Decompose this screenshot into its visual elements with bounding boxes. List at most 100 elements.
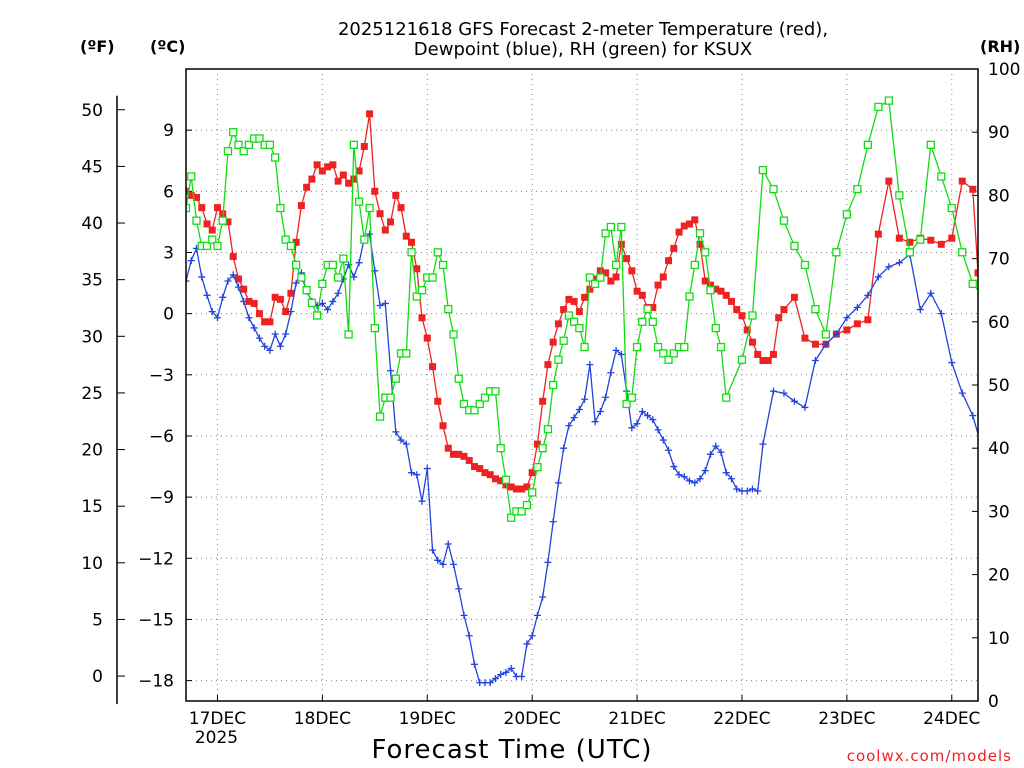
rh-tick-label: 30 — [988, 502, 1010, 522]
dewpoint-point — [381, 299, 389, 307]
dewpoint-point — [502, 668, 510, 676]
2-meter-temperature-point — [801, 334, 809, 342]
2-meter-temperature-point — [486, 471, 494, 479]
dewpoint-point — [402, 440, 410, 448]
dewpoint-point — [497, 670, 505, 678]
dewpoint-point — [213, 314, 221, 322]
2-meter-temperature-point — [544, 361, 552, 369]
rh-point — [695, 229, 705, 238]
2-meter-temperature-point — [518, 485, 526, 493]
rh-point — [800, 260, 810, 270]
dewpoint-point — [659, 436, 667, 444]
2-meter-temperature-point — [764, 357, 772, 365]
2-meter-temperature-point — [570, 297, 578, 305]
2-meter-temperature-point — [680, 222, 688, 230]
rh-tick-label: 10 — [988, 629, 1010, 649]
dewpoint-point — [591, 418, 599, 426]
rh-point — [208, 235, 217, 244]
2-meter-temperature-point — [775, 314, 783, 322]
rh-point — [417, 286, 427, 295]
dewpoint-point — [748, 485, 756, 493]
rh-point — [947, 203, 956, 213]
2-meter-temperature-point — [602, 269, 610, 277]
2-meter-temperature-point — [476, 465, 484, 473]
2-meter-temperature-point — [512, 485, 520, 493]
2-meter-temperature-point — [282, 308, 290, 316]
dewpoint-point — [822, 340, 830, 348]
dewpoint-point — [754, 487, 762, 495]
2-meter-temperature-point — [769, 350, 777, 358]
2-meter-temperature-point — [439, 422, 447, 430]
dewpoint-point — [282, 330, 290, 338]
dewpoint-point — [208, 308, 216, 316]
2-meter-temperature-point — [654, 281, 662, 289]
dewpoint-point — [853, 304, 861, 312]
2-meter-temperature-point — [701, 277, 709, 285]
2-meter-temperature-point — [780, 306, 788, 314]
2-meter-temperature-point — [334, 177, 342, 185]
source-credit: coolwx.com/models — [847, 747, 1012, 765]
rh-point — [884, 96, 893, 105]
2-meter-temperature-point — [638, 291, 646, 299]
rh-point — [564, 311, 574, 320]
2-meter-temperature-point — [240, 285, 248, 293]
rh-point — [480, 393, 490, 402]
2-meter-temperature-point — [507, 483, 515, 491]
2-meter-temperature-point — [192, 193, 200, 201]
fahrenheit-tick-label: 50 — [81, 101, 103, 121]
2-meter-temperature-point — [402, 232, 410, 240]
rh-point — [980, 293, 987, 300]
2-meter-temperature-point — [539, 397, 547, 405]
2-meter-temperature-point — [360, 142, 368, 150]
dewpoint-point — [843, 314, 851, 322]
2-meter-temperature-point — [292, 238, 300, 246]
dewpoint-point — [255, 334, 263, 342]
2-meter-temperature-point — [528, 469, 536, 477]
dewpoint-point — [581, 395, 589, 403]
2-meter-temperature-point — [864, 316, 872, 324]
rh-point — [916, 235, 925, 244]
dewpoint-point — [507, 664, 515, 672]
dewpoint-point — [990, 463, 997, 470]
rh-point — [779, 216, 789, 225]
2-meter-temperature-point — [186, 187, 190, 195]
fahrenheit-tick-label: 25 — [81, 384, 103, 404]
2-meter-temperature-point — [974, 269, 978, 277]
dewpoint-point — [686, 477, 694, 485]
dewpoint-point — [224, 277, 232, 285]
grid-lines — [186, 69, 978, 701]
dewpoint-point — [449, 560, 457, 568]
dewpoint-point — [549, 518, 557, 526]
time-tick-label: 20DEC — [504, 709, 561, 729]
2-meter-temperature-point — [355, 167, 363, 175]
dewpoint-point — [292, 279, 300, 287]
dewpoint-point — [518, 673, 526, 681]
2-meter-temperature-point — [423, 334, 431, 342]
rh-tick-label: 90 — [988, 123, 1010, 143]
dewpoint-point — [707, 450, 715, 458]
dewpoint-point — [602, 393, 610, 401]
2-meter-temperature-point — [554, 320, 562, 328]
rh-point — [622, 399, 631, 409]
celsius-tick-label: 0 — [163, 305, 174, 325]
2-meter-temperature-point — [481, 469, 489, 477]
dewpoint-point — [418, 497, 426, 505]
dewpoint-point — [980, 449, 987, 456]
2-meter-temperature-point — [329, 161, 337, 169]
rh-point — [968, 279, 977, 289]
dewpoint-point — [570, 414, 578, 422]
rh-point — [575, 323, 584, 333]
dewpoint-point — [575, 405, 583, 413]
fahrenheit-tick-label: 15 — [81, 497, 103, 517]
2-meter-temperature-point — [696, 240, 704, 248]
2-meter-temperature-point — [906, 238, 914, 246]
2-meter-temperature-point — [318, 167, 326, 175]
dewpoint-point — [722, 469, 730, 477]
rh-point — [244, 140, 254, 149]
rh-point — [281, 235, 290, 244]
rh-point — [265, 140, 275, 149]
2-meter-temperature-point — [266, 318, 274, 326]
2-meter-temperature-point — [985, 304, 992, 311]
